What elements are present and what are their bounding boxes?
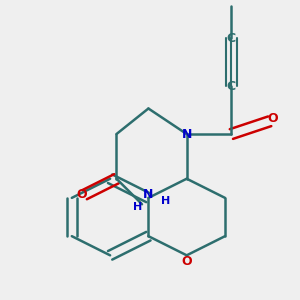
Text: O: O	[76, 188, 87, 201]
Text: N: N	[182, 128, 192, 140]
Text: N: N	[143, 188, 154, 201]
Text: O: O	[268, 112, 278, 124]
Text: O: O	[182, 255, 192, 268]
Text: H: H	[161, 196, 170, 206]
Text: C: C	[227, 32, 236, 45]
Text: C: C	[227, 80, 236, 93]
Text: H: H	[133, 202, 142, 212]
